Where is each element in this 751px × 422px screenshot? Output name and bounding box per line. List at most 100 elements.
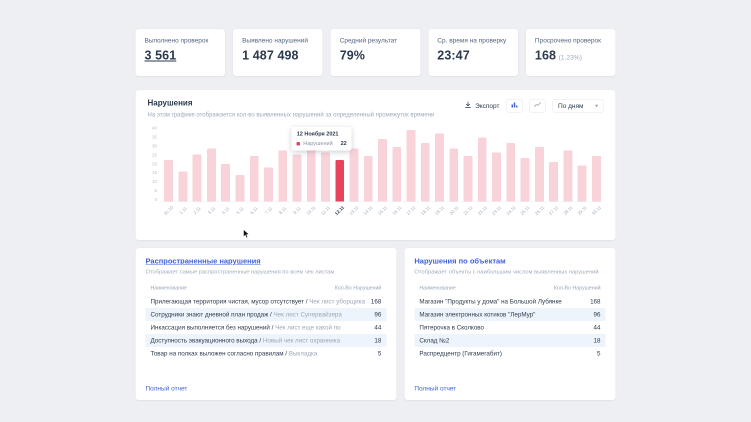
table-row[interactable]: Прилегающая территория чистая, мусор отс… [146,295,387,308]
stat-label: Средний результат [339,36,398,45]
export-button[interactable]: Экспорт [465,101,500,111]
export-label: Экспорт [475,102,500,110]
bar[interactable] [247,126,261,202]
download-icon [465,101,472,111]
bar[interactable] [219,126,233,202]
row-count: 44 [593,324,601,331]
y-tick-label: 10 [151,179,157,185]
bar[interactable] [546,126,560,202]
x-tick-label: 29.11 [576,204,588,217]
row-name: Пятерочка в Сколково [419,324,485,331]
x-tick-label: 20.11 [448,204,460,217]
x-tick-label: 16.11 [391,204,403,217]
row-count: 44 [374,324,382,331]
row-count: 96 [374,311,382,318]
row-name: Магазин электронных котиков "ЛерМур" [419,311,536,318]
bar[interactable] [575,126,589,202]
x-tick-label: 13.11 [348,204,360,217]
stat-label: Выполнено проверок [144,36,209,45]
bar[interactable] [361,126,375,202]
row-name: Распредцентр (Гигамегабит) [419,350,502,357]
stat-label: Ср. время на проверку [437,36,507,45]
bar[interactable] [375,126,389,202]
x-tick-label: 12.11 [334,204,346,217]
table-row[interactable]: Магазин "Продукты у дома" на Большой Луб… [414,295,605,308]
row-name: Прилегающая территория чистая, мусор отс… [150,298,365,305]
column-header-name: Наименование [419,285,456,291]
violations-chart-card: Нарушения На этом графике отображается к… [135,90,616,240]
chevron-down-icon: ▾ [595,103,598,109]
x-tick-label: 31.10 [162,204,175,217]
period-dropdown[interactable]: По дням ▾ [552,99,604,113]
table-row[interactable]: Инкассация выполняется без нарушений / Ч… [146,321,387,334]
stats-row: Выполнено проверок 3 561 Выявлено наруше… [135,29,616,76]
bar[interactable] [461,126,475,202]
table-row[interactable]: Товар на полках выложен согласно правила… [146,347,387,360]
object-violations-title-link[interactable]: Нарушения по объектам [414,257,506,266]
stat-value: 1 487 498 [242,48,299,63]
bar[interactable] [518,126,532,202]
bar[interactable] [390,126,404,202]
full-report-link[interactable]: Полный отчет [414,384,457,393]
bar[interactable] [589,126,603,202]
x-tick-label: 15.11 [376,204,389,217]
completed-checks-link[interactable]: 3 561 [144,48,177,63]
line-chart-view-button[interactable] [529,99,546,113]
x-tick-label: 14.11 [362,204,374,217]
tooltip-date: 12 Ноября 2021 [296,131,339,137]
table-row[interactable]: Сотрудники знают дневной план продаж / Ч… [145,308,387,321]
row-count: 18 [374,337,382,344]
table-row[interactable]: Склад №2 18 [414,334,606,347]
bar[interactable] [233,126,247,202]
bar[interactable] [532,126,546,202]
bar[interactable] [561,126,575,202]
row-count: 18 [593,337,601,344]
line-chart-icon [534,101,541,110]
common-violations-title-link[interactable]: Распространенные нарушения [145,257,261,266]
bar[interactable] [489,126,503,202]
x-tick-label: 28.11 [562,204,574,217]
bar[interactable] [290,126,304,202]
stat-card-completed-checks: Выполнено проверок 3 561 [135,29,226,76]
bar[interactable] [347,126,361,202]
row-count: 5 [377,350,382,357]
table-row[interactable]: Доступность эвакуационного выхода / Новы… [145,334,387,347]
x-tick-label: 1.11 [178,205,188,216]
full-report-link[interactable]: Полный отчет [145,384,188,393]
bar[interactable] [261,126,275,202]
bar[interactable] [276,126,290,202]
stat-card-violations-found: Выявлено нарушений 1 487 498 [233,29,323,76]
bar[interactable] [162,126,176,202]
x-tick-label: 8.11 [277,205,288,216]
row-count: 168 [590,298,601,305]
bar[interactable] [190,126,204,202]
common-violations-card: Распространенные нарушения Отображает са… [135,248,397,400]
chart-subtitle: На этом графике отображается кол-во выяв… [147,111,435,118]
bar[interactable] [404,126,418,202]
bar[interactable] [418,126,432,202]
x-tick-label: 2.11 [192,205,202,216]
checklist-name: Чек лист еще какой по [275,324,341,331]
chart-header-left: Нарушения На этом графике отображается к… [148,99,435,118]
bar[interactable] [304,126,318,202]
bar[interactable] [176,126,190,202]
checklist-name: Выкладка [288,350,318,357]
bar[interactable] [318,126,332,202]
table-row[interactable]: Магазин электронных котиков "ЛерМур" 96 [414,308,606,321]
x-tick-label: 30.11 [590,204,602,217]
row-name: Товар на полках выложен согласно правила… [150,350,318,357]
stat-value: 168 [534,48,557,63]
bar[interactable] [333,126,347,202]
bar[interactable] [447,126,461,202]
stat-label: Просрочено проверок [534,36,601,45]
table-row[interactable]: Распредцентр (Гигамегабит) 5 [414,347,605,360]
table-row[interactable]: Пятерочка в Сколково 44 [414,321,605,334]
y-tick-label: 0 [154,197,157,202]
bar[interactable] [504,126,518,202]
bar-chart-view-button[interactable] [506,99,523,113]
bar[interactable] [475,126,489,202]
bar[interactable] [432,126,446,202]
bar[interactable] [204,126,218,202]
object-violations-card: Нарушения по объектам Отображает объекты… [404,248,616,400]
mouse-cursor [243,229,250,239]
